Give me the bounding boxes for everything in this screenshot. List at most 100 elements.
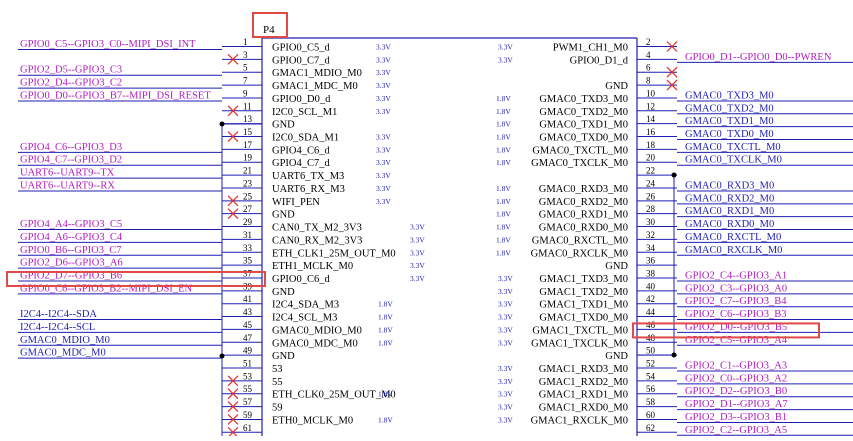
left-pin-voltage: 3.3V — [410, 223, 425, 232]
right-pin-highlight — [632, 322, 820, 339]
left-pin-signal: WIFI_PEN — [272, 197, 320, 208]
right-pin-number: 22 — [646, 166, 655, 176]
right-pin-signal: GMAC0_TXD2_M0 — [539, 107, 628, 118]
right-pin-voltage: 3.3V — [498, 274, 513, 283]
left-pin-signal: GMAC0_MDC_M0 — [272, 338, 358, 349]
left-pin-number: 61 — [243, 423, 252, 433]
right-pin-number: 34 — [646, 243, 656, 253]
label-layer: 1 GPIO0_C5_d 3.3V GPIO0_C5--GPIO3_C0--MIPI_… — [20, 37, 832, 436]
right-pin-voltage: 3.3V — [498, 364, 513, 373]
right-pin-voltage: 3.3V — [498, 43, 513, 52]
left-net-label: GPIO2_D7--GPIO3_B6 — [20, 270, 122, 281]
right-no-connect-mark — [666, 41, 678, 52]
left-net-label: GPIO2_D5--GPIO3_C3 — [20, 65, 122, 76]
left-net-label: GPIO0_C6--GPIO3_B2--MIPI_DSI_EN — [20, 283, 192, 294]
left-net-label: GPIO4_A4--GPIO3_C5 — [20, 219, 122, 230]
right-pin-voltage: 1.8V — [496, 223, 511, 232]
left-pin-voltage: 3.3V — [376, 68, 391, 77]
left-pin-number: 33 — [243, 243, 253, 253]
left-pin-voltage: 3.3V — [376, 43, 391, 52]
right-pin-signal: GMAC1_RXD0_M0 — [539, 403, 628, 414]
left-pin-voltage: 3.3V — [376, 107, 391, 116]
left-net-label: GPIO4_C7--GPIO3_D2 — [20, 155, 122, 166]
junction-dot — [219, 121, 225, 127]
left-pin-number: 55 — [243, 384, 253, 394]
left-pin-number: 35 — [243, 256, 253, 266]
right-pin-number: 4 — [646, 50, 651, 60]
left-net-label: GPIO0_C5--GPIO3_C0--MIPI_DSI_INT — [20, 39, 196, 50]
right-no-connect-mark — [666, 79, 678, 91]
right-net-label: GPIO2_D3--GPIO3_B1 — [685, 412, 787, 423]
right-pin-signal: GMAC0_RXD0_M0 — [539, 223, 628, 234]
right-pin-voltage: 1.8V — [496, 133, 511, 142]
right-pin-signal: GND — [605, 81, 628, 92]
left-pin-voltage: 3.3V — [376, 133, 391, 142]
left-pin-signal: 59 — [272, 403, 283, 414]
connector-ref: P4 — [263, 24, 275, 36]
left-no-connect-mark — [227, 105, 239, 117]
wire-layer — [18, 37, 853, 436]
right-pin-number: 12 — [646, 101, 655, 111]
junction-dot — [219, 353, 225, 359]
right-net-label: GMAC0_TXD0_M0 — [685, 129, 774, 140]
right-net-label: GPIO2_C5--GPIO3_A4 — [685, 335, 788, 346]
right-no-connect-mark — [666, 66, 678, 78]
right-pin-number: 58 — [646, 397, 656, 407]
right-pin-number: 36 — [646, 256, 656, 266]
right-pin-number: 42 — [646, 294, 655, 304]
left-pin-number: 7 — [243, 76, 248, 86]
right-net-label: GMAC0_TXD2_M0 — [685, 103, 774, 114]
left-pin-number: 25 — [243, 191, 253, 201]
right-pin-signal: GMAC1_RXD1_M0 — [539, 390, 628, 401]
left-pin-signal: ETH0_MCLK_M0 — [272, 415, 353, 426]
left-pin-voltage: 3.3V — [376, 184, 391, 193]
left-pin-number: 9 — [243, 88, 248, 98]
left-pin-voltage: 3.3V — [376, 94, 391, 103]
left-pin-voltage: 3.3V — [410, 248, 425, 257]
left-net-label: GMAC0_MDIO_M0 — [20, 335, 110, 346]
right-net-label: GPIO0_D1--GPIO0_D0--PWREN — [685, 52, 832, 63]
left-no-connect-mark — [227, 388, 239, 400]
right-pin-signal: GND — [605, 351, 628, 362]
right-pin-signal: GMAC0_TXD3_M0 — [539, 94, 628, 105]
right-net-label: GMAC0_TXD1_M0 — [685, 116, 774, 127]
right-pin-signal: GMAC1_TXCLK_M0 — [531, 338, 628, 349]
right-net-label: GMAC0_RXD2_M0 — [685, 193, 774, 204]
right-pin-number: 44 — [646, 307, 656, 317]
right-pin-signal: GMAC0_TXD1_M0 — [539, 120, 628, 131]
left-pin-number: 17 — [243, 140, 253, 150]
left-pin-voltage: 3.3V — [376, 197, 391, 206]
mark-layer — [6, 12, 820, 438]
left-net-label: GPIO2_D4--GPIO3_C2 — [20, 78, 122, 89]
left-pin-signal: I2C4_SCL_M3 — [272, 313, 337, 324]
left-pin-number: 27 — [243, 204, 253, 214]
right-pin-voltage: 3.3V — [498, 55, 513, 64]
right-pin-number: 16 — [646, 127, 656, 137]
left-pin-voltage: 3.3V — [410, 235, 425, 244]
right-pin-voltage: 1.8V — [496, 145, 511, 154]
left-pin-number: 13 — [243, 114, 253, 124]
left-pin-signal: GND — [272, 210, 295, 221]
right-pin-number: 38 — [646, 268, 656, 278]
right-pin-number: 40 — [646, 281, 656, 291]
left-pin-signal: CAN0_RX_M2_3V3 — [272, 235, 362, 246]
right-pin-signal: GMAC1_TXD1_M0 — [539, 300, 628, 311]
left-pin-signal: GMAC1_MDIO_M0 — [272, 68, 362, 79]
right-pin-voltage: 1.8V — [496, 158, 511, 167]
right-pin-voltage: 1.8V — [496, 210, 511, 219]
left-no-connect-mark — [227, 208, 239, 220]
right-pin-voltage: 3.3V — [498, 338, 513, 347]
right-pin-number: 24 — [646, 178, 656, 188]
right-pin-voltage: 1.8V — [496, 197, 511, 206]
left-pin-signal: GND — [272, 120, 295, 131]
right-net-label: GMAC0_RXD0_M0 — [685, 219, 774, 230]
right-net-label: GMAC0_RXD1_M0 — [685, 206, 774, 217]
right-pin-voltage: 3.3V — [498, 300, 513, 309]
right-pin-number: 10 — [646, 88, 656, 98]
right-pin-voltage: 1.8V — [496, 184, 511, 193]
right-pin-number: 14 — [646, 114, 656, 124]
left-pin-signal: GND — [272, 351, 295, 362]
left-pin-number: 45 — [243, 320, 253, 330]
connector-ref-highlight — [252, 12, 288, 38]
